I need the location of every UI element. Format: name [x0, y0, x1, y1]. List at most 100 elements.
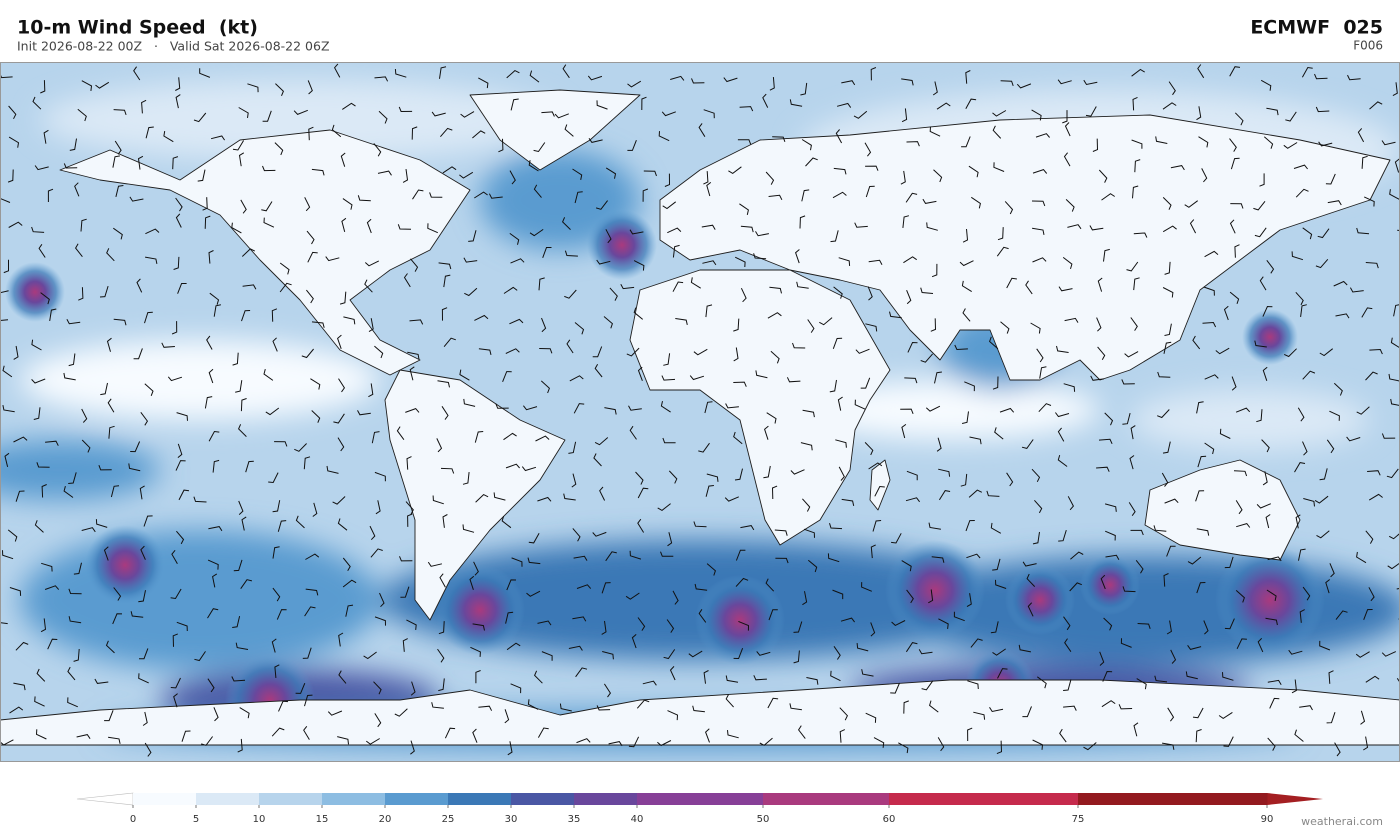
- wind-barb: [43, 129, 49, 144]
- wind-barb: [170, 677, 181, 689]
- wind-barb: [529, 228, 544, 237]
- wind-barb: [889, 311, 902, 319]
- wind-barb: [276, 609, 287, 620]
- wind-barb: [204, 215, 211, 229]
- wind-barb: [564, 250, 578, 257]
- wind-barb: [405, 501, 414, 515]
- wind-barb: [1215, 347, 1230, 355]
- wind-barb: [1335, 313, 1350, 319]
- wind-barb: [439, 66, 447, 79]
- wind-barb: [208, 250, 214, 264]
- wind-barb: [854, 222, 868, 228]
- wind-barb: [509, 170, 516, 185]
- wind-barb: [137, 155, 144, 170]
- wind-barb: [763, 465, 771, 479]
- wind-barb: [1036, 348, 1044, 363]
- wind-barb: [701, 224, 716, 230]
- wind-barb: [1229, 219, 1236, 234]
- wind-barb: [1122, 586, 1136, 593]
- wind-barb: [1315, 106, 1330, 113]
- wind-barb: [1170, 165, 1185, 171]
- wind-barb: [403, 273, 411, 288]
- wind-barb: [1118, 704, 1133, 710]
- wind-barb: [232, 352, 239, 366]
- wind-barb: [734, 256, 746, 268]
- wind-barb: [373, 143, 382, 157]
- wind-barb: [1319, 640, 1331, 651]
- wind-barb: [903, 700, 909, 714]
- wind-barb: [962, 308, 971, 322]
- wind-barb: [1295, 514, 1301, 529]
- wind-barb: [1131, 139, 1143, 149]
- wind-barb: [1223, 736, 1234, 747]
- wind-barb: [432, 495, 444, 505]
- wind-barb: [510, 98, 519, 111]
- wind-barb: [573, 403, 585, 414]
- wind-barb: [1302, 227, 1313, 240]
- wind-barb: [1101, 700, 1116, 708]
- wind-barb: [175, 460, 186, 471]
- wind-barb: [262, 110, 272, 122]
- wind-barb: [40, 618, 47, 633]
- wind-barb: [1367, 470, 1381, 476]
- wind-barb: [67, 697, 78, 708]
- wind-barb: [493, 492, 506, 501]
- wind-barb: [954, 344, 968, 351]
- wind-barb: [293, 109, 308, 115]
- wind-barb: [920, 353, 933, 363]
- wind-barb: [562, 64, 570, 79]
- wind-barb: [688, 650, 703, 658]
- wind-barb: [274, 664, 280, 678]
- wind-barb: [705, 728, 710, 743]
- wind-barb: [528, 533, 540, 544]
- wind-barb: [1201, 168, 1208, 183]
- wind-barb: [973, 711, 986, 720]
- wind-barb: [144, 383, 154, 396]
- wind-barb: [1162, 287, 1174, 298]
- wind-barb: [766, 412, 777, 424]
- wind-barb: [1103, 617, 1113, 631]
- wind-barb: [928, 589, 934, 604]
- wind-barb: [643, 170, 657, 177]
- wind-barb: [238, 107, 249, 118]
- wind-barb: [922, 198, 937, 204]
- wind-barb: [768, 609, 778, 621]
- wind-barb: [1058, 529, 1067, 542]
- wind-barb: [167, 376, 183, 382]
- wind-barb: [437, 380, 450, 388]
- wind-barb: [769, 286, 782, 294]
- wind-barb: [1315, 258, 1329, 269]
- wind-barb: [1027, 602, 1034, 617]
- wind-barb: [533, 142, 546, 153]
- wind-barb: [163, 131, 174, 143]
- wind-barb: [342, 102, 356, 110]
- wind-barb: [605, 167, 617, 179]
- wind-barb: [1269, 697, 1280, 709]
- wind-barb: [294, 443, 307, 452]
- wind-barb: [307, 80, 313, 95]
- wind-barb: [1326, 712, 1336, 724]
- wind-barb: [302, 647, 312, 659]
- wind-barb: [1025, 280, 1033, 295]
- wind-barb: [1333, 382, 1343, 396]
- wind-barb: [1365, 675, 1380, 683]
- wind-barb: [1131, 68, 1145, 77]
- wind-barb: [971, 196, 981, 209]
- wind-barb: [113, 587, 122, 601]
- wind-barb: [1283, 142, 1298, 149]
- wind-barb: [601, 582, 611, 594]
- wind-barb: [705, 304, 713, 318]
- wind-barb: [506, 579, 517, 591]
- wind-barb: [374, 76, 389, 82]
- wind-barb: [800, 82, 808, 96]
- wind-barb: [803, 528, 815, 538]
- wind-barb: [265, 407, 280, 416]
- wind-barb: [304, 197, 311, 212]
- wind-barb: [1164, 261, 1171, 275]
- wind-barb: [106, 248, 115, 262]
- wind-barb: [331, 124, 342, 138]
- wind-barb: [1285, 111, 1297, 122]
- wind-barb: [1032, 739, 1044, 750]
- wind-barb: [900, 170, 906, 185]
